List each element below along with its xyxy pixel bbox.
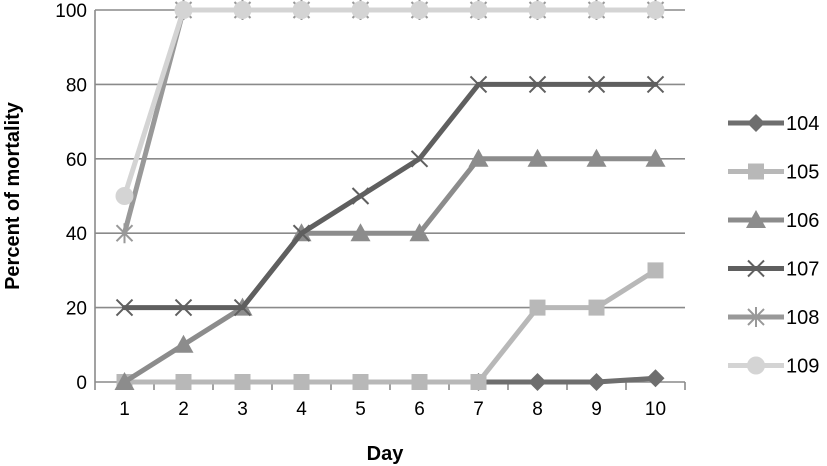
series-line-109: [122, 7, 658, 199]
x-tick-label: 3: [237, 399, 248, 420]
data-point-107: [646, 75, 665, 94]
x-tick-label: 10: [645, 399, 666, 420]
data-point-107: [410, 150, 429, 168]
legend-marker: [747, 259, 765, 278]
x-tick-label: 4: [296, 399, 307, 420]
series-line-106: [122, 156, 658, 385]
legend-label: 106: [786, 210, 819, 232]
data-point-109: [587, 1, 606, 19]
data-point-104: [528, 373, 547, 391]
x-tick-label: 5: [355, 399, 366, 420]
legend-label: 105: [786, 162, 819, 184]
y-tick-label: 0: [76, 373, 87, 394]
x-tick-label: 2: [178, 399, 189, 420]
legend-item-108: 108: [728, 307, 819, 329]
legend-item-107: 107: [728, 259, 819, 281]
data-point-106: [527, 148, 548, 167]
legend-marker: [747, 114, 765, 132]
data-point-107: [174, 298, 193, 317]
y-tick-label: 40: [66, 224, 87, 245]
data-point-106: [114, 372, 135, 390]
data-point-105: [647, 262, 664, 279]
data-point-105: [175, 374, 192, 390]
legend-marker: [748, 163, 764, 180]
data-point-109: [410, 1, 429, 19]
data-point-104: [646, 369, 665, 388]
legend-item-109: 109: [728, 356, 819, 378]
data-point-105: [234, 374, 251, 390]
data-point-106: [409, 223, 430, 242]
series-105: [116, 262, 664, 390]
data-point-107: [587, 75, 606, 94]
data-point-109: [528, 1, 547, 19]
series-line-104: [476, 375, 658, 385]
legend-marker: [746, 210, 766, 228]
data-point-109: [469, 1, 488, 19]
series-106: [114, 148, 666, 390]
legend-label: 108: [786, 307, 819, 329]
axes: [94, 10, 686, 390]
legend-marker: [747, 356, 765, 375]
legend-item-104: 104: [728, 113, 819, 135]
series-line-107: [122, 81, 658, 311]
data-point-106: [173, 334, 194, 353]
x-tick-label: 9: [591, 399, 602, 420]
data-point-106: [350, 223, 371, 242]
x-tick-label: 6: [414, 399, 425, 420]
data-point-107: [351, 187, 370, 205]
data-point-107: [469, 75, 488, 94]
data-point-106: [586, 148, 607, 167]
data-point-105: [293, 374, 310, 390]
data-point-105: [588, 299, 605, 316]
data-point-107: [292, 224, 311, 242]
x-tick-label: 1: [119, 399, 130, 420]
x-tick-label: 7: [473, 399, 484, 420]
data-point-105: [411, 374, 428, 390]
y-tick-label: 80: [66, 75, 87, 96]
series-line-108: [122, 7, 658, 236]
data-point-109: [115, 187, 134, 205]
data-point-109: [646, 1, 665, 19]
y-axis-label: Percent of mortality: [2, 101, 24, 290]
legend-item-105: 105: [728, 162, 819, 184]
legend-label: 104: [786, 113, 819, 135]
data-point-109: [292, 1, 311, 19]
y-tick-label: 100: [55, 1, 87, 22]
series-108: [115, 0, 665, 244]
data-point-109: [174, 1, 193, 19]
data-point-106: [468, 148, 489, 167]
legend-label: 109: [786, 356, 819, 378]
x-axis-label: Day: [367, 443, 405, 465]
data-point-105: [470, 374, 487, 390]
y-tick-labels: 0 20 40 60 80 100: [55, 1, 87, 394]
series-109: [115, 1, 665, 205]
data-point-104: [587, 373, 606, 391]
y-tick-label: 20: [66, 299, 87, 320]
data-point-108: [115, 223, 134, 244]
data-point-109: [233, 1, 252, 19]
data-point-105: [529, 299, 546, 316]
data-point-107: [233, 298, 252, 317]
legend-label: 107: [786, 259, 819, 281]
legend: 104 105 106 107 108 109: [728, 113, 819, 378]
series-107: [115, 75, 665, 317]
series-group: [114, 0, 666, 391]
legend-marker: [747, 307, 765, 327]
data-point-109: [351, 1, 370, 19]
data-point-107: [115, 298, 134, 317]
legend-item-106: 106: [728, 210, 819, 232]
data-point-107: [528, 75, 547, 94]
x-tick-labels: 1 2 3 4 5 6 7 8 9 10: [119, 399, 666, 420]
data-point-106: [645, 148, 666, 167]
series-line-105: [122, 267, 658, 385]
y-tick-label: 60: [66, 150, 87, 171]
data-point-105: [352, 374, 369, 390]
x-tick-label: 8: [532, 399, 543, 420]
